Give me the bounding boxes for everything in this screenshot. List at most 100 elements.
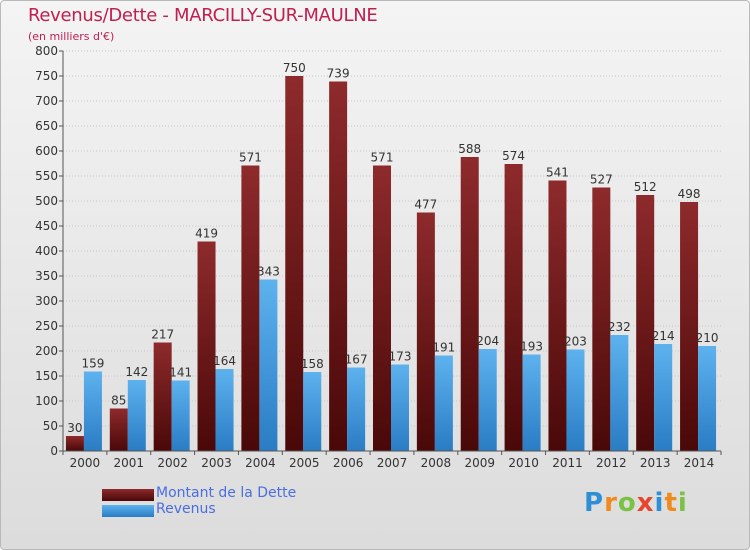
logo-letter: o (617, 488, 637, 518)
bar-revenus (654, 344, 673, 451)
x-tick-label: 2004 (245, 456, 276, 470)
y-tick-label: 550 (35, 169, 58, 183)
data-label-revenus: 232 (608, 320, 631, 334)
y-tick-label: 250 (35, 319, 58, 333)
bar-dette (548, 180, 567, 451)
y-tick-label: 650 (35, 119, 58, 133)
data-label-dette: 588 (458, 142, 481, 156)
bar-revenus (347, 367, 366, 451)
data-label-revenus: 158 (301, 357, 324, 371)
data-label-dette: 217 (151, 328, 174, 342)
legend-swatch-debt (102, 489, 154, 501)
data-label-revenus: 142 (125, 365, 148, 379)
legend-label-debt: Montant de la Dette (156, 485, 297, 501)
data-label-dette: 739 (327, 67, 350, 81)
x-tick-label: 2002 (157, 456, 188, 470)
bar-dette (636, 195, 655, 451)
x-tick-label: 2005 (289, 456, 320, 470)
x-tick-label: 2009 (464, 456, 495, 470)
bar-dette (329, 81, 348, 451)
bar-dette (680, 202, 699, 451)
bar-revenus (478, 349, 497, 451)
data-label-revenus: 167 (345, 353, 368, 367)
logo-letter: x (636, 488, 655, 518)
x-tick-label: 2000 (70, 456, 101, 470)
x-tick-label: 2012 (596, 456, 627, 470)
bar-dette (460, 157, 479, 451)
data-label-dette: 512 (634, 180, 657, 194)
bar-dette (373, 165, 391, 451)
data-label-dette: 419 (195, 227, 218, 241)
bar-dette (241, 165, 260, 451)
data-label-dette: 477 (414, 198, 437, 212)
bar-revenus (434, 355, 453, 451)
data-label-revenus: 343 (257, 265, 280, 279)
x-tick-label: 2014 (684, 456, 715, 470)
data-label-dette: 498 (678, 187, 701, 201)
data-label-revenus: 164 (213, 354, 236, 368)
bars (65, 76, 717, 451)
bar-dette (197, 241, 216, 451)
chart-title: Revenus/Dette - MARCILLY-SUR-MAULNE (28, 5, 378, 26)
x-tick-label: 2013 (640, 456, 671, 470)
y-tick-label: 700 (35, 94, 58, 108)
data-label-dette: 750 (283, 61, 306, 75)
data-label-dette: 571 (371, 151, 394, 165)
data-labels: 30 159 85 142 217 141 419 164 571 343 750 158 739 167… (67, 61, 718, 435)
logo-letter: P (584, 488, 605, 518)
x-tick-label: 2003 (201, 456, 232, 470)
y-tick-label: 500 (35, 194, 58, 208)
bar-dette (592, 187, 611, 451)
y-tick-label: 750 (35, 69, 58, 83)
bar-revenus (215, 369, 234, 451)
logo-letter: i (654, 488, 665, 518)
bar-dette (416, 212, 435, 451)
proxiti-logo: Proxiti (584, 488, 688, 518)
data-label-dette: 527 (590, 173, 613, 187)
y-tick-label: 150 (35, 369, 58, 383)
data-label-revenus: 214 (652, 329, 675, 343)
chart-subtitle: (en milliers d'€) (28, 30, 115, 43)
data-label-revenus: 159 (81, 357, 104, 371)
logo-letter: r (604, 488, 618, 518)
bar-dette (65, 436, 84, 451)
data-label-revenus: 203 (564, 335, 587, 349)
y-tick-label: 800 (35, 44, 58, 58)
bar-revenus (83, 371, 102, 451)
data-label-dette: 85 (111, 394, 126, 408)
bar-revenus (522, 354, 541, 451)
bar-revenus (566, 349, 585, 451)
data-label-revenus: 173 (389, 350, 412, 364)
y-tick-label: 0 (50, 444, 58, 458)
y-tick-label: 200 (35, 344, 58, 358)
axes: 0 50 100 150 200 250 300 350 400 450 500 550 600 650 7… (35, 44, 722, 470)
x-tick-label: 2001 (114, 456, 145, 470)
legend-swatch-revenus (102, 505, 154, 517)
bar-revenus (303, 372, 322, 451)
data-label-dette: 30 (67, 421, 82, 435)
bar-revenus (610, 335, 629, 451)
y-tick-label: 300 (35, 294, 58, 308)
y-tick-label: 450 (35, 219, 58, 233)
data-label-revenus: 193 (520, 340, 543, 354)
bar-dette (504, 164, 523, 451)
x-tick-label: 2011 (552, 456, 583, 470)
data-label-revenus: 191 (432, 341, 455, 355)
bar-revenus (698, 346, 717, 451)
y-tick-label: 400 (35, 244, 58, 258)
bar-dette (109, 408, 128, 451)
bar-revenus (171, 380, 190, 451)
x-tick-label: 2008 (421, 456, 452, 470)
data-label-dette: 541 (546, 166, 569, 180)
logo-letter: t (664, 488, 678, 518)
bar-revenus (391, 364, 409, 451)
data-label-dette: 571 (239, 151, 262, 165)
data-label-revenus: 141 (169, 366, 192, 380)
data-label-dette: 574 (502, 149, 525, 163)
bar-revenus (259, 279, 278, 451)
x-tick-label: 2006 (333, 456, 364, 470)
legend-label-revenus: Revenus (156, 501, 216, 517)
x-tick-label: 2007 (377, 456, 408, 470)
y-tick-label: 350 (35, 269, 58, 283)
